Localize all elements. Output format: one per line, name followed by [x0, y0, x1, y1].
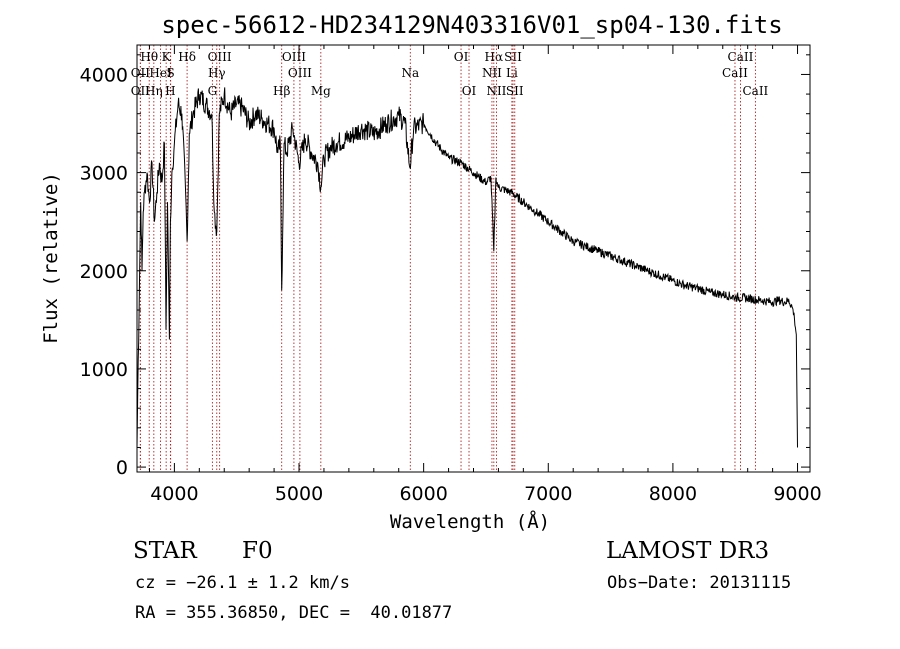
- chart-title: spec-56612-HD234129N403316V01_sp04-130.f…: [161, 11, 782, 39]
- x-tick-label: 8000: [649, 483, 697, 505]
- y-tick-label: 4000: [80, 64, 128, 86]
- spectral-line-label: CaII: [728, 50, 754, 64]
- spectral-line-label: Li: [506, 66, 518, 80]
- spectral-line-label: Na: [401, 66, 419, 80]
- spectral-lines-layer: HθOIIOIIHηHeIKSHδHOIIIHγGOIIIOIIIHβMgNaO…: [131, 45, 769, 472]
- redshift-cz: cz = −26.1 ± 1.2 km/s: [135, 573, 350, 593]
- spectral-line-label: NII: [486, 84, 506, 98]
- y-tick-label: 0: [116, 457, 128, 479]
- x-tick-label: 4000: [150, 483, 198, 505]
- ra-dec: RA = 355.36850, DEC = 40.01877: [135, 603, 453, 623]
- spectral-line-label: Hα: [485, 50, 504, 64]
- spectral-line-label: G: [208, 84, 218, 98]
- y-tick-label: 3000: [80, 163, 128, 185]
- spectral-line-label: OI: [454, 50, 469, 64]
- axes-layer: 4000 5000 6000 7000 8000 9000 0 1000 2000 3000 400…: [80, 44, 822, 505]
- spectral-line-label: Mg: [311, 84, 331, 98]
- spectral-line-label: OII: [131, 84, 151, 98]
- x-tick-label: 5000: [275, 483, 323, 505]
- spectral-line-label: Hη: [145, 84, 163, 98]
- spectral-line-label: NII: [482, 66, 502, 80]
- spectral-line-label: OI: [462, 84, 477, 98]
- spectral-line-label: Hδ: [178, 50, 196, 64]
- spectral-line-label: OIII: [208, 50, 232, 64]
- object-class: STAR: [133, 538, 197, 564]
- spectral-line-label: CaII: [722, 66, 748, 80]
- spectral-line-label: H: [165, 84, 175, 98]
- y-tick-label: 1000: [80, 359, 128, 381]
- observation-date: Obs−Date: 20131115: [607, 573, 792, 593]
- spectrum-line: [136, 87, 798, 448]
- x-tick-label: 6000: [399, 483, 447, 505]
- spectral-line-label: SII: [504, 50, 522, 64]
- object-subclass: F0: [242, 538, 273, 564]
- spectrum-layer: [136, 87, 798, 448]
- spectral-line-label: Hγ: [208, 66, 226, 80]
- y-axis-label: Flux (relative): [40, 172, 62, 344]
- spectral-line-label: OIII: [288, 66, 312, 80]
- spectral-line-label: Hθ: [140, 50, 158, 64]
- x-tick-label: 9000: [773, 483, 821, 505]
- y-tick-label: 2000: [80, 261, 128, 283]
- spectral-line-label: OIII: [282, 50, 306, 64]
- spectral-line-label: Hβ: [273, 84, 290, 98]
- x-tick-label: 7000: [524, 483, 572, 505]
- x-axis-label: Wavelength (Å): [390, 510, 550, 533]
- spectral-line-label: SII: [506, 84, 524, 98]
- plot-frame: [136, 44, 811, 473]
- survey-label: LAMOST DR3: [606, 538, 770, 564]
- spectral-line-label: CaII: [742, 84, 768, 98]
- spectral-line-label: K: [162, 50, 172, 64]
